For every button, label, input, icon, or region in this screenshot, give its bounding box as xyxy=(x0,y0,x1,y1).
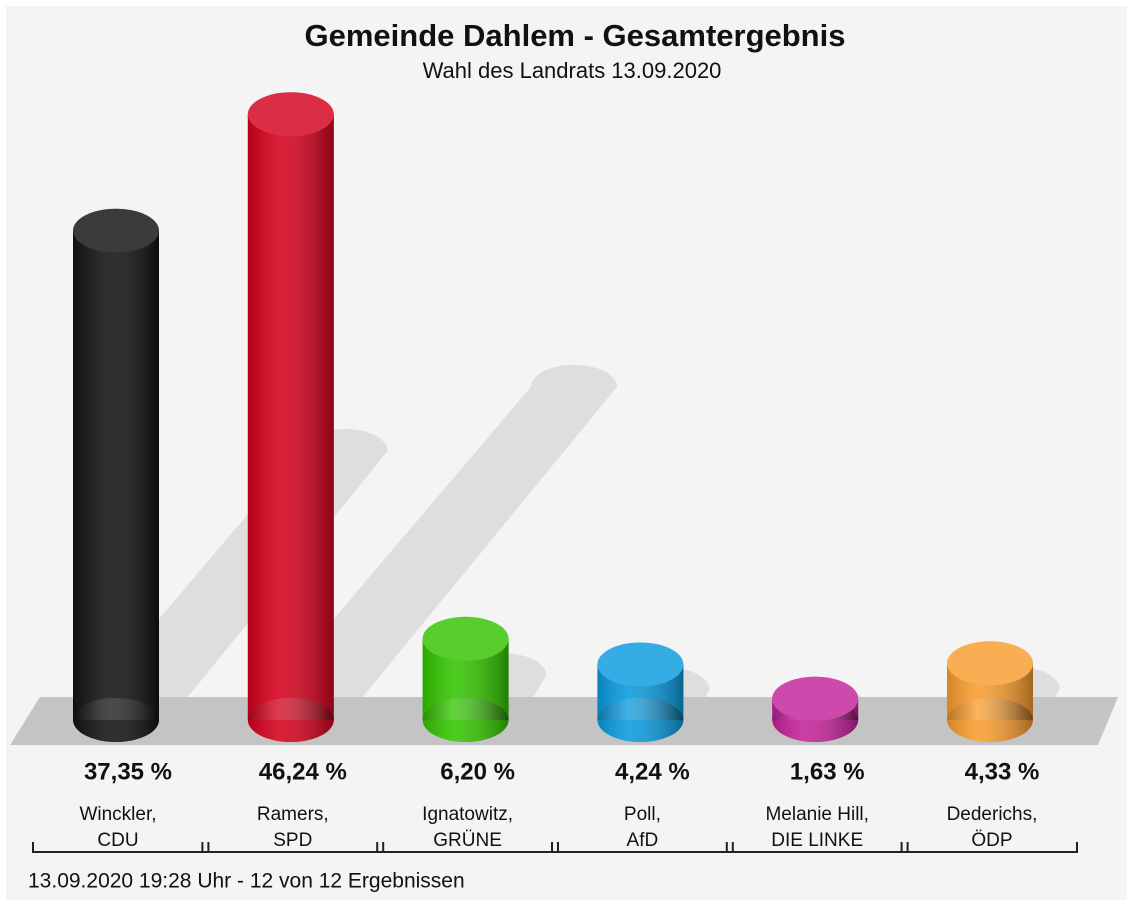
bar xyxy=(73,208,159,742)
bar xyxy=(597,642,684,742)
bar-body-shade xyxy=(73,230,159,720)
chart-title: Gemeinde Dahlem - Gesamtergebnis xyxy=(305,18,846,53)
x-tick-label: Dederichs, xyxy=(947,804,1038,825)
x-tick-label: ÖDP xyxy=(971,830,1012,851)
background xyxy=(6,6,1127,900)
bar xyxy=(422,616,509,742)
x-tick-label: CDU xyxy=(97,830,138,851)
bar-top-shine xyxy=(772,676,859,721)
bar-top xyxy=(422,616,509,661)
value-label: 37,35 % xyxy=(84,758,172,785)
bar-top xyxy=(597,642,684,687)
x-tick-label: Ignatowitz, xyxy=(422,804,513,825)
x-tick-label: SPD xyxy=(273,830,312,851)
x-tick-label: GRÜNE xyxy=(433,830,502,851)
bar-top-shine xyxy=(947,641,1033,686)
bar-shadow xyxy=(247,364,617,720)
x-tick-label: AfD xyxy=(627,830,659,851)
x-tick-label: Ramers, xyxy=(257,804,329,825)
bar-top xyxy=(73,208,159,253)
bar-top-shine xyxy=(247,92,334,137)
bar xyxy=(247,92,334,742)
x-tick-label: Poll, xyxy=(624,804,661,825)
footnote: 13.09.2020 19:28 Uhr - 12 von 12 Ergebni… xyxy=(28,870,465,893)
bar xyxy=(947,641,1033,742)
value-label: 4,24 % xyxy=(615,758,690,785)
bar xyxy=(772,676,859,742)
bar-top xyxy=(247,92,334,137)
x-tick-label: Melanie Hill, xyxy=(765,804,868,825)
value-label: 6,20 % xyxy=(440,758,515,785)
x-tick-label: Winckler, xyxy=(79,804,156,825)
value-label: 46,24 % xyxy=(259,758,347,785)
value-label: 1,63 % xyxy=(790,758,865,785)
bar-top xyxy=(772,676,859,721)
bar-top-shine xyxy=(597,642,684,687)
bracket xyxy=(32,842,1078,853)
x-tick-label: DIE LINKE xyxy=(771,830,863,851)
bar-top-shine xyxy=(422,616,509,661)
bar-top xyxy=(947,641,1033,686)
chart-subtitle: Wahl des Landrats 13.09.2020 xyxy=(423,58,722,83)
bar-body-shade xyxy=(247,114,334,721)
bar-top-shine xyxy=(73,208,159,253)
value-label: 4,33 % xyxy=(965,758,1040,785)
